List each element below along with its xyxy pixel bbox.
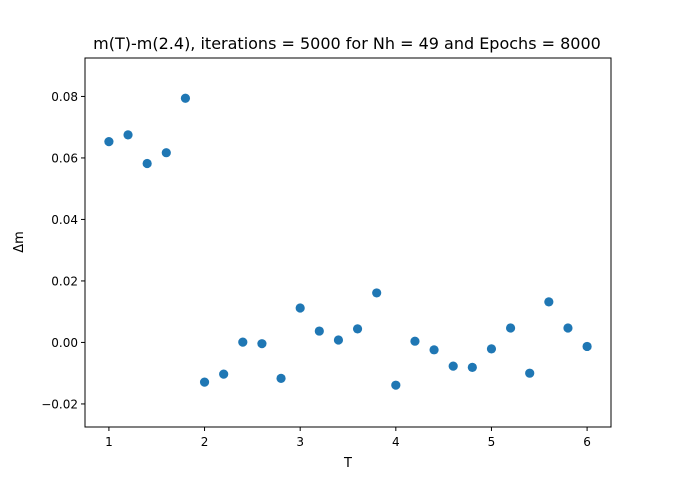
data-point xyxy=(563,323,573,333)
data-point xyxy=(544,297,554,307)
y-tick-label: 0.02 xyxy=(51,274,78,288)
x-tick-label: 5 xyxy=(488,435,496,449)
data-point xyxy=(199,377,210,387)
data-point xyxy=(257,339,267,349)
x-axis-ticks: 1 2 3 4 5 6 xyxy=(105,427,591,449)
data-point xyxy=(333,335,344,345)
data-point xyxy=(142,158,152,169)
data-point xyxy=(219,369,229,379)
x-axis-label: T xyxy=(343,456,352,471)
y-tick-label: 0.04 xyxy=(51,213,78,227)
plot-frame xyxy=(84,57,612,428)
data-point xyxy=(486,344,497,354)
x-tick-label: 6 xyxy=(583,435,591,449)
data-point xyxy=(161,148,171,158)
y-tick-label: −0.02 xyxy=(41,397,78,411)
plot-area xyxy=(85,58,611,427)
data-point xyxy=(410,336,420,346)
data-point xyxy=(391,380,401,390)
y-tick-label: 0.08 xyxy=(51,90,78,104)
data-point xyxy=(295,303,305,313)
x-tick-label: 4 xyxy=(392,435,400,449)
data-point xyxy=(467,362,477,372)
data-point xyxy=(352,324,363,334)
x-tick-label: 3 xyxy=(296,435,304,449)
data-point xyxy=(314,326,324,336)
data-point xyxy=(276,373,286,384)
data-point xyxy=(525,368,535,378)
y-tick-label: 0.06 xyxy=(51,151,78,165)
data-point xyxy=(238,337,248,347)
y-axis-label: Δm xyxy=(12,231,27,253)
data-point xyxy=(180,93,191,103)
chart-title: m(T)-m(2.4), iterations = 5000 for Nh = … xyxy=(93,34,601,53)
data-point xyxy=(372,288,382,298)
data-point xyxy=(123,130,133,140)
data-point xyxy=(505,323,516,333)
data-point xyxy=(582,341,592,352)
y-tick-label: 0.00 xyxy=(51,336,78,350)
x-tick-label: 1 xyxy=(105,435,113,449)
data-point xyxy=(429,345,439,355)
x-tick-label: 2 xyxy=(201,435,209,449)
data-point xyxy=(104,137,114,147)
data-points xyxy=(104,93,592,390)
y-axis-ticks: −0.02 0.00 0.02 0.04 0.06 0.08 xyxy=(41,90,85,411)
data-point xyxy=(448,361,458,371)
